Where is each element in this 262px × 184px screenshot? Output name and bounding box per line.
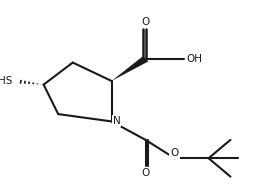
Text: N: N [113, 116, 120, 126]
Text: OH: OH [186, 54, 202, 64]
Text: HS: HS [0, 76, 12, 86]
Text: O: O [141, 17, 150, 27]
Polygon shape [112, 56, 148, 81]
Text: O: O [171, 148, 179, 158]
Text: O: O [141, 168, 150, 178]
